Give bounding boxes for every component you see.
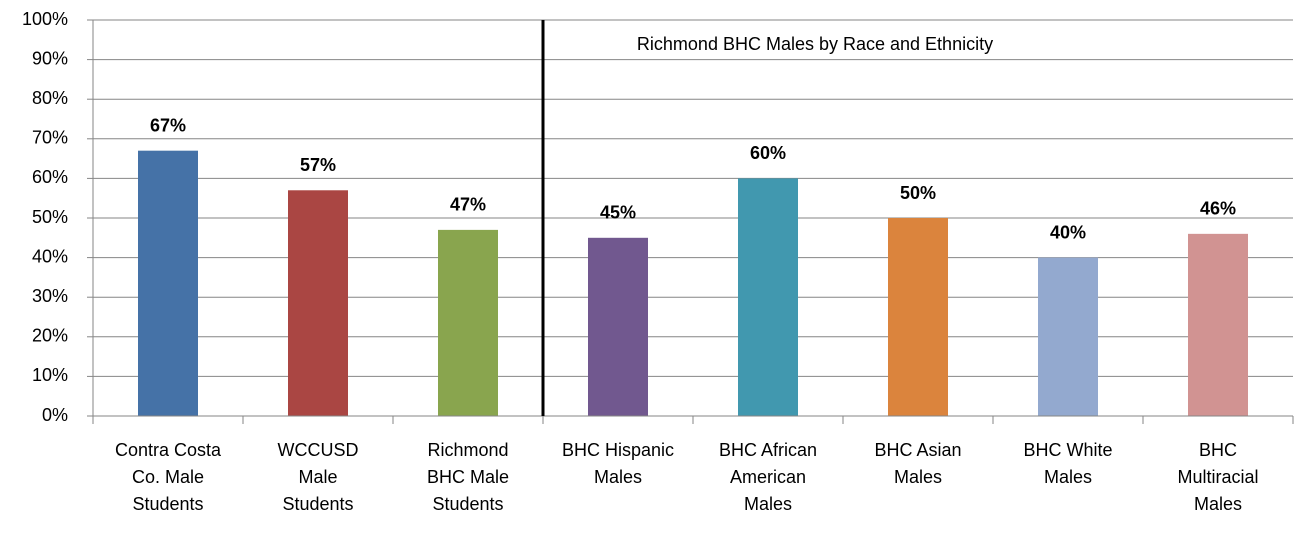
x-tick-label: Co. Male <box>132 467 204 487</box>
bar <box>138 150 198 416</box>
value-label: 40% <box>1050 222 1086 242</box>
value-label: 67% <box>150 115 186 135</box>
x-tick-label: Students <box>132 494 203 514</box>
bar <box>738 178 798 416</box>
x-tick-label: Male <box>298 467 337 487</box>
bar <box>888 218 948 416</box>
x-tick-label: BHC White <box>1023 440 1112 460</box>
y-tick-label: 100% <box>22 9 68 29</box>
x-tick-label: WCCUSD <box>278 440 359 460</box>
y-tick-label: 80% <box>32 88 68 108</box>
x-tick-label: Students <box>282 494 353 514</box>
y-tick-label: 70% <box>32 128 68 148</box>
y-tick-label: 90% <box>32 48 68 68</box>
value-label: 60% <box>750 143 786 163</box>
x-tick-label: Contra Costa <box>115 440 222 460</box>
x-tick-label: Multiracial <box>1177 467 1258 487</box>
x-tick-label: BHC Male <box>427 467 509 487</box>
y-tick-label: 30% <box>32 286 68 306</box>
y-tick-label: 50% <box>32 207 68 227</box>
x-tick-label: American <box>730 467 806 487</box>
value-label: 50% <box>900 183 936 203</box>
x-tick-label: Males <box>1044 467 1092 487</box>
x-tick-label: Males <box>1194 494 1242 514</box>
y-tick-label: 40% <box>32 246 68 266</box>
y-tick-label: 10% <box>32 365 68 385</box>
value-label: 46% <box>1200 199 1236 219</box>
x-tick-label: BHC Asian <box>874 440 961 460</box>
x-tick-label: BHC African <box>719 440 817 460</box>
y-tick-label: 20% <box>32 326 68 346</box>
annotation: Richmond BHC Males by Race and Ethnicity <box>637 34 993 54</box>
y-tick-label: 60% <box>32 167 68 187</box>
bar <box>438 229 498 416</box>
y-tick-label: 0% <box>42 405 68 425</box>
value-label: 57% <box>300 155 336 175</box>
x-tick-label: Males <box>894 467 942 487</box>
bar <box>588 237 648 416</box>
x-tick-label: Richmond <box>427 440 508 460</box>
x-tick-label: Students <box>432 494 503 514</box>
value-label: 45% <box>600 203 636 223</box>
bar <box>1188 233 1248 416</box>
x-tick-label: BHC <box>1199 440 1237 460</box>
value-label: 47% <box>450 195 486 215</box>
bar <box>1038 257 1098 416</box>
x-tick-label: BHC Hispanic <box>562 440 674 460</box>
bar <box>288 190 348 416</box>
x-tick-label: Males <box>594 467 642 487</box>
x-tick-label: Males <box>744 494 792 514</box>
